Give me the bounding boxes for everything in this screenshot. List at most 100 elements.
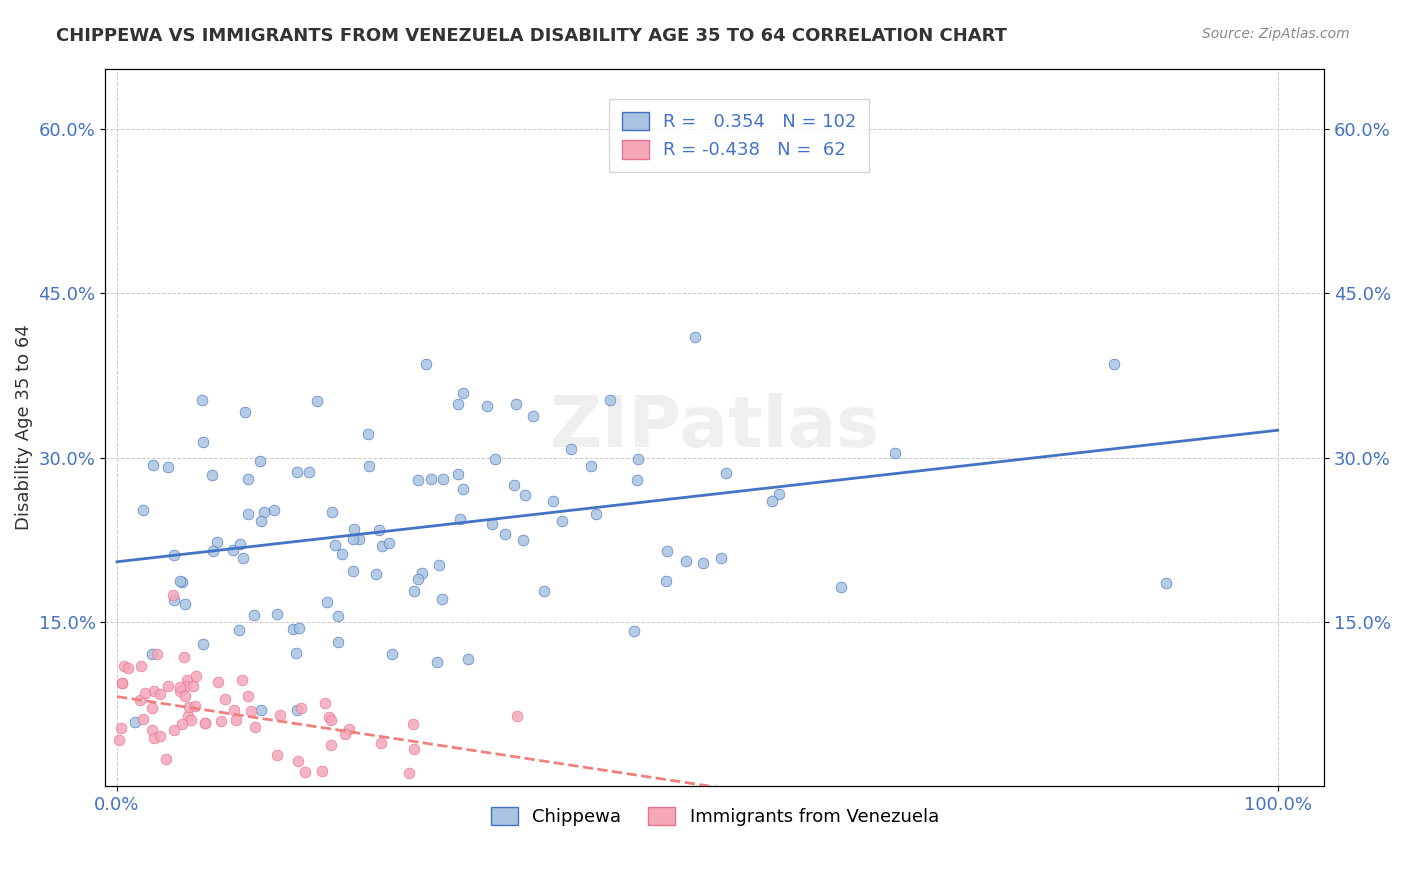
Point [411, 566, 433, 580]
Point [294, 764, 316, 779]
Point [183, 698, 205, 713]
Point [378, 536, 401, 550]
Point [236, 507, 259, 521]
Point [326, 609, 349, 624]
Point [451, 386, 474, 401]
Point [342, 532, 364, 546]
Point [449, 512, 471, 526]
Point [191, 637, 214, 651]
Text: CHIPPEWA VS IMMIGRANTS FROM VENEZUELA DISABILITY AGE 35 TO 64 CORRELATION CHART: CHIPPEWA VS IMMIGRANTS FROM VENEZUELA DI… [56, 27, 1007, 45]
Point [427, 558, 450, 573]
Point [249, 453, 271, 467]
Point [131, 658, 153, 673]
Point [285, 703, 308, 717]
Point [143, 731, 166, 746]
Point [494, 527, 516, 541]
Point [626, 473, 648, 487]
Point [326, 635, 349, 649]
Point [132, 712, 155, 726]
Point [319, 738, 342, 752]
Point [475, 400, 498, 414]
Y-axis label: Disability Age 35 to 64: Disability Age 35 to 64 [15, 325, 32, 531]
Point [830, 580, 852, 594]
Point [141, 647, 163, 661]
Point [156, 459, 179, 474]
Point [515, 488, 537, 502]
Point [117, 661, 139, 675]
Point [170, 716, 193, 731]
Point [287, 465, 309, 479]
Point [176, 673, 198, 687]
Point [627, 451, 650, 466]
Point [263, 502, 285, 516]
Point [541, 493, 564, 508]
Point [173, 690, 195, 704]
Point [319, 713, 342, 727]
Point [287, 754, 309, 768]
Point [179, 699, 201, 714]
Point [451, 482, 474, 496]
Point [533, 583, 555, 598]
Point [141, 723, 163, 738]
Point [884, 446, 907, 460]
Point [560, 442, 582, 456]
Point [243, 608, 266, 623]
Point [426, 655, 449, 669]
Point [370, 736, 392, 750]
Point [134, 686, 156, 700]
Point [318, 710, 340, 724]
Point [623, 624, 645, 638]
Point [357, 426, 380, 441]
Point [321, 505, 343, 519]
Point [233, 405, 256, 419]
Point [222, 543, 245, 558]
Legend: Chippewa, Immigrants from Venezuela: Chippewa, Immigrants from Venezuela [482, 797, 948, 835]
Point [359, 458, 381, 473]
Point [692, 556, 714, 570]
Text: ZIPatlas: ZIPatlas [550, 393, 880, 462]
Point [207, 675, 229, 690]
Point [231, 673, 253, 687]
Point [290, 700, 312, 714]
Point [512, 533, 534, 548]
Point [1154, 576, 1177, 591]
Point [110, 721, 132, 735]
Point [366, 566, 388, 581]
Point [314, 696, 336, 710]
Point [174, 679, 197, 693]
Point [285, 646, 308, 660]
Point [232, 550, 254, 565]
Text: Source: ZipAtlas.com: Source: ZipAtlas.com [1202, 27, 1350, 41]
Point [335, 727, 357, 741]
Point [447, 467, 470, 481]
Point [330, 547, 353, 561]
Point [229, 537, 252, 551]
Point [201, 468, 224, 483]
Point [108, 733, 131, 747]
Point [173, 649, 195, 664]
Point [269, 708, 291, 723]
Point [316, 595, 339, 609]
Point [214, 691, 236, 706]
Point [655, 574, 678, 588]
Point [112, 658, 135, 673]
Point [343, 522, 366, 536]
Point [194, 716, 217, 731]
Point [288, 621, 311, 635]
Point [1102, 357, 1125, 371]
Point [371, 539, 394, 553]
Point [238, 689, 260, 703]
Point [129, 693, 152, 707]
Point [406, 473, 429, 487]
Point [505, 397, 527, 411]
Point [142, 683, 165, 698]
Point [163, 548, 186, 562]
Point [430, 592, 453, 607]
Point [132, 502, 155, 516]
Point [342, 565, 364, 579]
Point [177, 708, 200, 723]
Point [323, 538, 346, 552]
Point [381, 647, 404, 661]
Point [420, 472, 443, 486]
Point [404, 584, 426, 599]
